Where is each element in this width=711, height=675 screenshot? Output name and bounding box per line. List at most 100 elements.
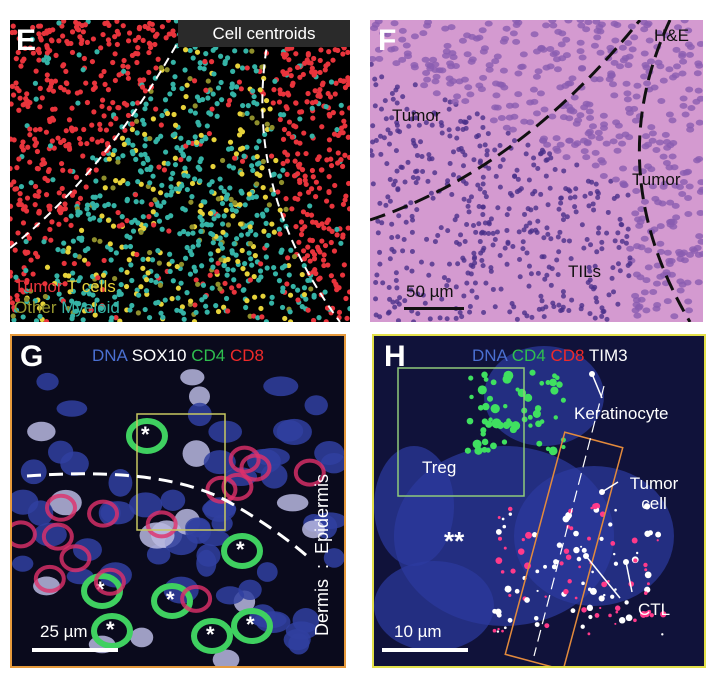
cd8-tim3-signal xyxy=(543,564,547,569)
cell-centroid xyxy=(220,221,226,227)
nucleus xyxy=(461,98,470,105)
nucleus xyxy=(655,139,664,146)
nucleus xyxy=(464,280,470,286)
nucleus xyxy=(545,231,551,237)
cell-centroid xyxy=(230,68,236,74)
legend-myeloid: Myeloid xyxy=(61,298,120,317)
nucleus xyxy=(488,216,494,222)
cd4-signal xyxy=(506,418,511,423)
nucleus xyxy=(471,157,477,163)
cell-centroid xyxy=(218,185,224,191)
cell-centroid xyxy=(237,201,243,208)
cell-centroid xyxy=(253,232,259,238)
cell-centroid xyxy=(301,285,308,291)
cell-centroid xyxy=(325,262,331,268)
nucleus xyxy=(561,82,570,89)
cell-centroid xyxy=(249,262,255,268)
nucleus xyxy=(556,141,565,148)
cell-centroid xyxy=(278,179,285,186)
cell-centroid xyxy=(298,231,305,238)
nucleus xyxy=(679,95,688,102)
nucleus xyxy=(509,192,515,198)
nucleus xyxy=(615,301,621,307)
nucleus xyxy=(446,127,452,133)
cell-centroid xyxy=(283,196,289,202)
channel-dna: DNA xyxy=(92,346,127,365)
cell-centroid xyxy=(203,51,209,57)
nucleus xyxy=(444,316,450,322)
nucleus xyxy=(615,133,624,140)
cell-centroid xyxy=(196,122,202,128)
cell-centroid xyxy=(339,272,346,278)
nucleus xyxy=(624,62,633,69)
cell-centroid xyxy=(277,207,283,213)
nucleus xyxy=(377,249,383,255)
nucleus xyxy=(502,124,511,131)
nucleus xyxy=(396,301,402,307)
cell-centroid xyxy=(199,222,205,228)
cell-centroid xyxy=(63,217,69,223)
cell-centroid xyxy=(201,66,207,72)
cell-centroid xyxy=(146,49,152,56)
cell-centroid xyxy=(231,277,237,283)
nucleus xyxy=(378,151,384,157)
cell-centroid xyxy=(45,177,51,184)
cell-centroid xyxy=(23,296,30,302)
cell-centroid xyxy=(99,279,105,285)
nucleus xyxy=(479,257,485,263)
cd8-tim3-signal xyxy=(503,546,507,550)
nucleus xyxy=(370,123,376,129)
cell-centroid xyxy=(328,273,334,279)
cell-centroid xyxy=(72,252,78,258)
cell-centroid xyxy=(47,226,53,233)
cd4-signal xyxy=(502,421,511,429)
nucleus xyxy=(566,308,572,314)
nucleus xyxy=(618,44,627,51)
nucleus xyxy=(631,307,640,314)
cell-centroid xyxy=(69,105,75,111)
cell-centroid xyxy=(16,107,22,113)
cell-centroid xyxy=(140,37,146,44)
legend-tumor: Tumor xyxy=(14,277,63,296)
cell-centroid xyxy=(126,257,132,263)
nucleus xyxy=(646,58,655,65)
cell-centroid xyxy=(13,274,19,280)
cell-centroid xyxy=(200,96,206,103)
double-asterisk: ** xyxy=(444,526,465,556)
cell-centroid xyxy=(343,295,349,302)
cell-centroid xyxy=(120,153,126,159)
cd8-tim3-signal xyxy=(655,531,662,538)
cd4-signal xyxy=(501,439,508,445)
cell-centroid xyxy=(103,127,110,133)
cell-centroid xyxy=(102,185,108,191)
cell-centroid xyxy=(317,249,323,255)
cell-centroid xyxy=(44,264,51,270)
cell-centroid xyxy=(271,87,277,93)
cell-centroid xyxy=(70,238,76,244)
cd8-tim3-signal xyxy=(647,609,652,614)
cell-centroid xyxy=(270,191,277,197)
cd4-signal xyxy=(528,423,533,428)
cell-centroid xyxy=(225,102,232,108)
nucleus xyxy=(424,236,430,242)
cell-centroid xyxy=(142,151,148,157)
cell-centroid xyxy=(284,171,290,178)
nucleus xyxy=(672,46,681,53)
cell-centroid xyxy=(305,244,311,250)
nucleus xyxy=(510,244,516,250)
cell-centroid xyxy=(245,231,251,237)
nucleus xyxy=(626,245,635,252)
cell-centroid xyxy=(346,154,350,161)
cell-centroid xyxy=(304,99,310,105)
nucleus xyxy=(648,183,657,190)
nucleus xyxy=(561,168,567,174)
cell-centroid xyxy=(113,177,119,184)
cell-centroid xyxy=(109,315,115,321)
nucleus xyxy=(413,115,419,121)
nucleus xyxy=(529,314,535,320)
scale-bar-label: 50 µm xyxy=(406,282,454,301)
nucleus xyxy=(453,93,462,100)
nucleus xyxy=(389,235,395,241)
cell-centroid xyxy=(156,164,162,170)
nucleus xyxy=(370,55,377,62)
